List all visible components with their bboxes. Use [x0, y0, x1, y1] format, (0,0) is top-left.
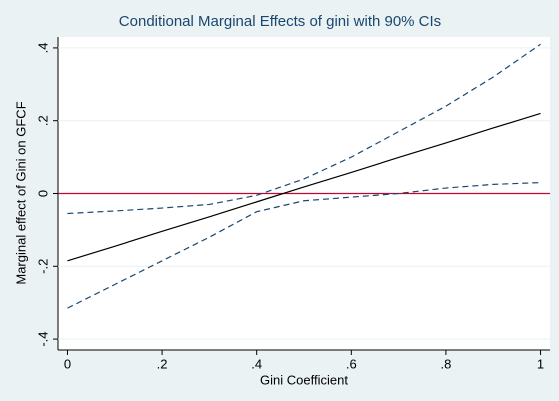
y-tick-label: .4 — [35, 42, 50, 53]
x-tick-label: .2 — [157, 356, 168, 371]
y-tick-label: -.4 — [35, 331, 50, 346]
series-line — [67, 181, 541, 309]
y-tick-label: .2 — [35, 115, 50, 126]
chart-title: Conditional Marginal Effects of gini wit… — [119, 13, 441, 30]
y-tick-label: 0 — [35, 190, 50, 197]
x-tick-label: .4 — [251, 356, 262, 371]
x-tick-label: .8 — [441, 356, 452, 371]
x-tick-label: 0 — [64, 356, 71, 371]
x-axis-label: Gini Coefficient — [260, 372, 348, 387]
x-tick-label: .6 — [346, 356, 357, 371]
y-tick-label: -.2 — [35, 259, 50, 274]
y-axis-label: Marginal effect of Gini on GFCF — [13, 101, 28, 284]
series-line — [67, 43, 541, 215]
x-tick-label: 1 — [537, 356, 544, 371]
series-line — [67, 112, 541, 262]
